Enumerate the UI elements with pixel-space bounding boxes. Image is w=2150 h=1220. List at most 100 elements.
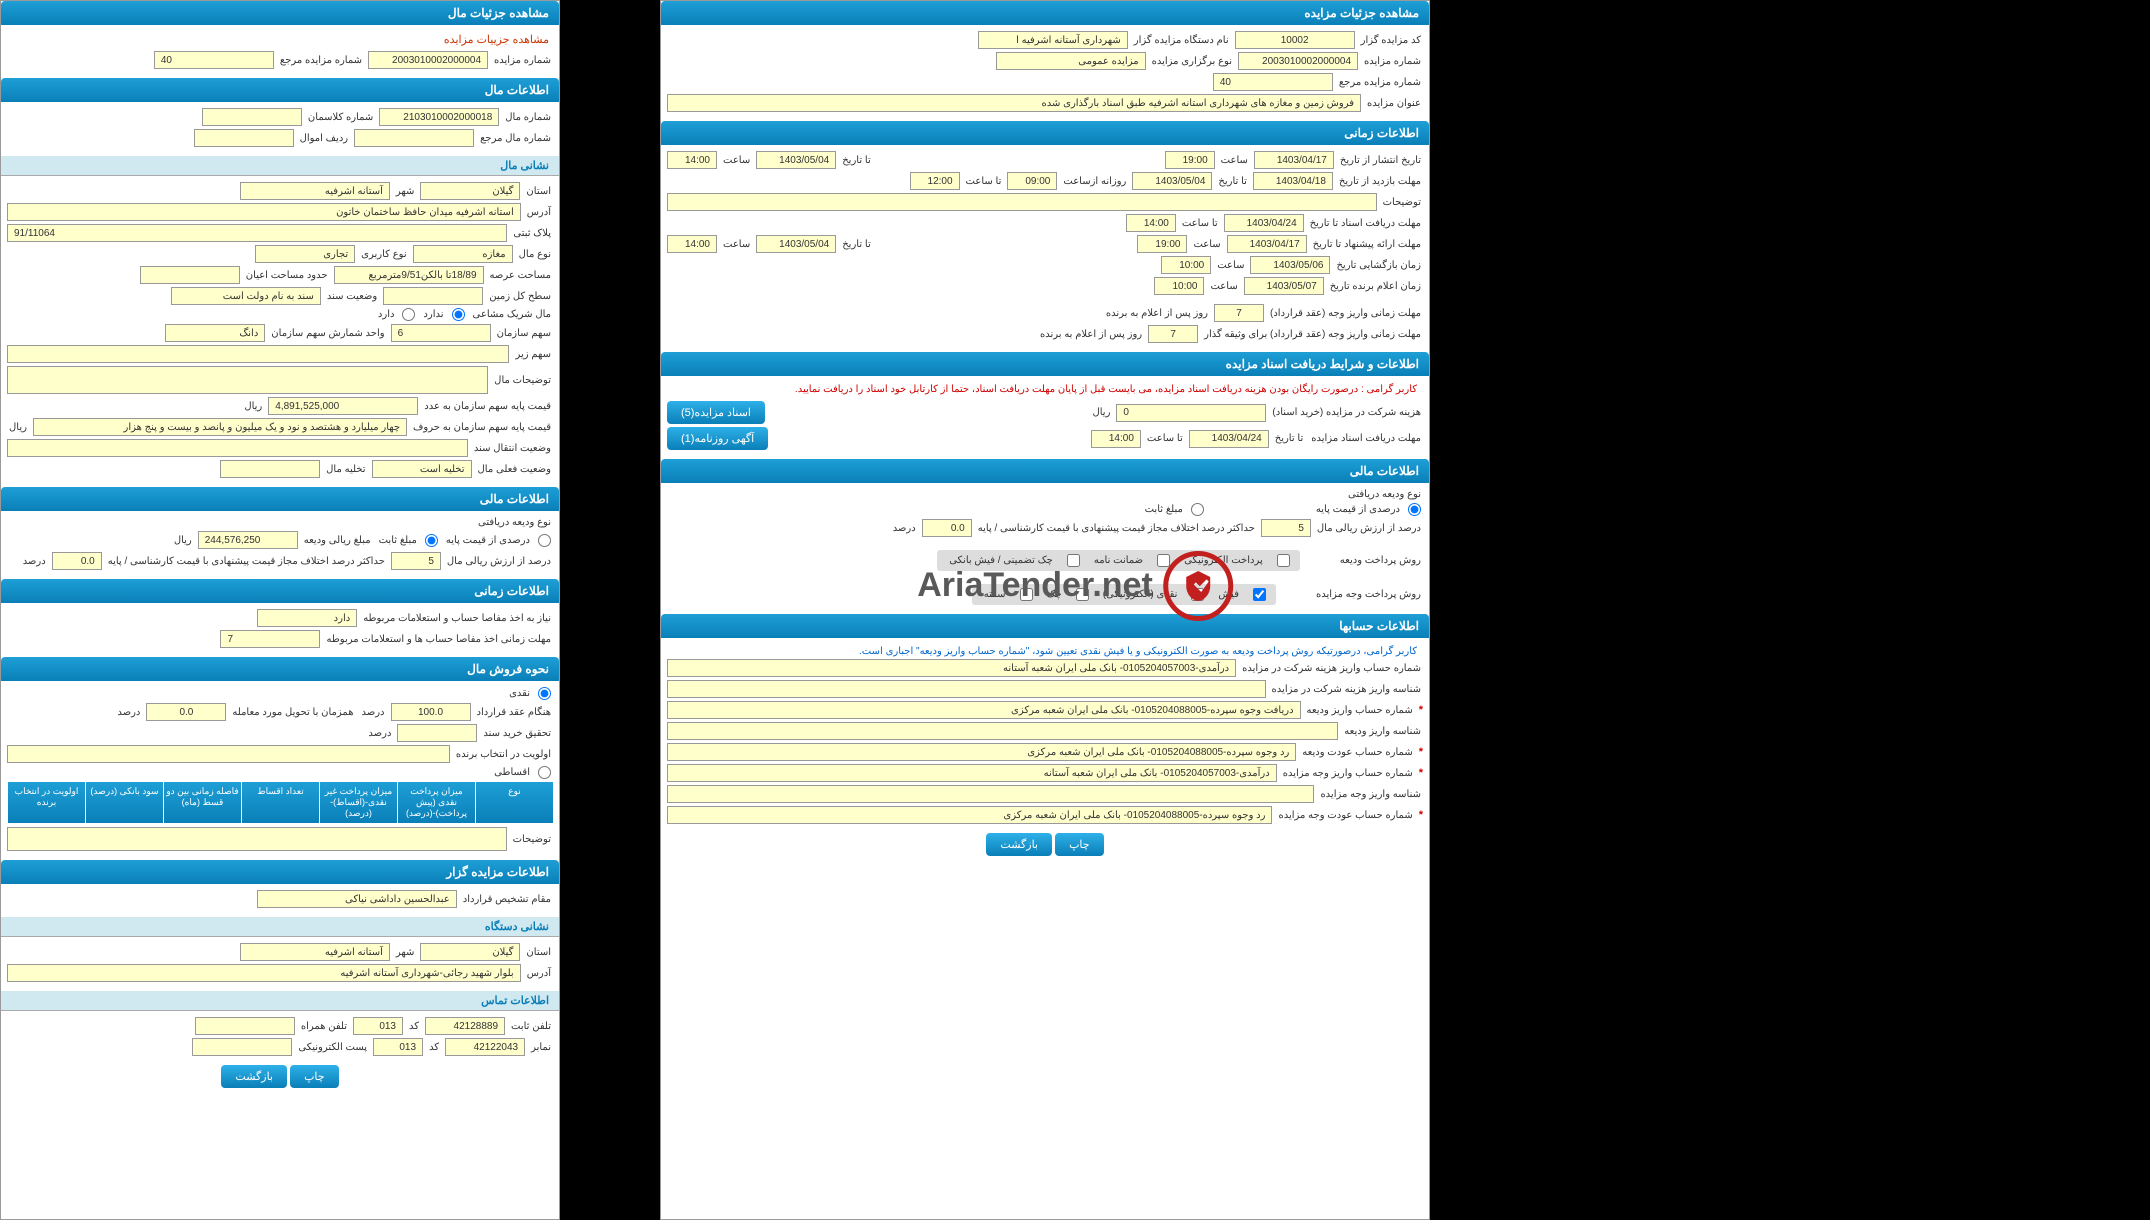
ref-prop xyxy=(354,129,474,147)
winner-priority xyxy=(7,745,450,763)
deed-transfer xyxy=(7,439,468,457)
acc5: رد وجوه سپرده-0105204088005- بانک ملی ای… xyxy=(667,806,1272,824)
no-radio[interactable] xyxy=(452,308,465,321)
auction-no-label: شماره مزایده xyxy=(1362,56,1423,67)
accounts-header: اطلاعات حسابها xyxy=(661,614,1429,638)
mobile xyxy=(195,1017,295,1035)
acc5-label: شماره حساب عودت وجه مزایده xyxy=(1276,810,1414,821)
bidder-code-label: کد مزایده گزار xyxy=(1359,35,1423,46)
ref-no-value: 40 xyxy=(1213,73,1333,91)
open-time: 10:00 xyxy=(1161,256,1211,274)
announce-time: 10:00 xyxy=(1154,277,1204,295)
newspaper-ad-button[interactable]: آگهی روزنامه(1) xyxy=(667,427,768,450)
bank-check-check[interactable] xyxy=(1067,554,1080,567)
auction-title-value: فروش زمین و مغازه های شهرداری استانه اشر… xyxy=(667,94,1361,112)
acc4id xyxy=(667,785,1314,803)
clearance-deadline: 7 xyxy=(220,630,320,648)
holding-type-value: مزایده عمومی xyxy=(996,52,1146,70)
acc1-label: شماره حساب واریز هزینه شرکت در مزایده xyxy=(1240,663,1423,674)
ref-no: 40 xyxy=(154,51,274,69)
visit-to-time: 12:00 xyxy=(910,172,960,190)
deposit-deadline-label: مهلت زمانی واریز وجه (عقد قرارداد) xyxy=(1268,308,1423,319)
elec-payment-check[interactable] xyxy=(1277,554,1290,567)
landline: 42128889 xyxy=(425,1017,505,1035)
fax: 42122043 xyxy=(445,1038,525,1056)
accounts-info: کاربر گرامی، درصورتیکه روش پرداخت ودیعه … xyxy=(667,644,1423,659)
check-check[interactable] xyxy=(1076,588,1089,601)
deposit-days: 7 xyxy=(1214,304,1264,322)
installment-radio[interactable] xyxy=(538,766,551,779)
back-button-2[interactable]: بازگشت xyxy=(221,1065,287,1088)
receipt-check[interactable] xyxy=(1253,588,1266,601)
build-area xyxy=(140,266,240,284)
publish-time: 19:00 xyxy=(1165,151,1215,169)
time-header-2: اطلاعات زمانی xyxy=(1,579,559,603)
contact-header: اطلاعات تماس xyxy=(1,991,559,1011)
base-pct-radio-2[interactable] xyxy=(538,534,551,547)
publish-date: 1403/04/17 xyxy=(1254,151,1334,169)
prop-no: 2103010002000018 xyxy=(379,108,499,126)
eviction xyxy=(220,460,320,478)
publish-label: تاریخ انتشار از تاریخ xyxy=(1338,155,1423,166)
back-button[interactable]: بازگشت xyxy=(986,833,1052,856)
fixed-amount-radio[interactable] xyxy=(1191,503,1204,516)
installment-table-header: نوع میزان پرداخت نقدی (پیش پرداخت)-(درصد… xyxy=(7,782,553,823)
publish-to-date: 1403/05/04 xyxy=(756,151,836,169)
city: آستانه اشرفیه xyxy=(240,182,390,200)
base-price-words: چهار میلیارد و هشتصد و نود و یک میلیون و… xyxy=(33,418,407,436)
open-label: زمان بازگشایی تاریخ xyxy=(1334,260,1423,271)
org-unit: دانگ xyxy=(165,324,265,342)
pct5: 5 xyxy=(1261,519,1311,537)
city-2: آستانه اشرفیه xyxy=(240,943,390,961)
pct0-2: 0.0 xyxy=(52,552,102,570)
doc-conditions-header: اطلاعات و شرایط دریافت اسناد مزایده xyxy=(661,352,1429,376)
ownership: سند به نام دولت است xyxy=(171,287,321,305)
deposit-payment-label: روش پرداخت ودیعه xyxy=(1338,555,1423,566)
visit-label: مهلت بازدید از تاریخ xyxy=(1337,176,1423,187)
pct5-2: 5 xyxy=(391,552,441,570)
fixed-radio-2[interactable] xyxy=(425,534,438,547)
doc-date: 1403/04/24 xyxy=(1189,430,1269,448)
base-percent-radio[interactable] xyxy=(1408,503,1421,516)
acc4: درآمدی-0105204057003- بانک ملی ایران شعب… xyxy=(667,764,1277,782)
clearance: دارد xyxy=(257,609,357,627)
ref-no-label: شماره مزایده مرجع xyxy=(1337,77,1423,88)
org-share: 6 xyxy=(391,324,491,342)
rial-value-percent-label: درصد از ارزش ریالی مال xyxy=(1315,523,1423,534)
bidder-info-header: اطلاعات مزایده گزار xyxy=(1,860,559,884)
sale-header: نحوه فروش مال xyxy=(1,657,559,681)
email xyxy=(192,1038,292,1056)
visit-to-date: 1403/05/04 xyxy=(1132,172,1212,190)
prop-info-header: اطلاعات مال xyxy=(1,78,559,102)
remarks xyxy=(7,366,488,394)
visit-date: 1403/04/18 xyxy=(1253,172,1333,190)
doc-receipt-date: 1403/04/24 xyxy=(1224,214,1304,232)
proposal-to-time: 14:00 xyxy=(667,235,717,253)
acc4id-label: شناسه واریز وجه مزایده xyxy=(1318,789,1423,800)
bidder-code-value: 10002 xyxy=(1235,31,1355,49)
acc2id xyxy=(667,722,1338,740)
auction-docs-button[interactable]: اسناد مزایده(5) xyxy=(667,401,765,424)
usage: تجاری xyxy=(255,245,355,263)
announce-date: 1403/05/07 xyxy=(1244,277,1324,295)
announce-label: زمان اعلام برنده تاریخ xyxy=(1328,281,1423,292)
auction-header: مشاهده جزئیات مزایده xyxy=(661,1,1429,25)
address-header: نشانی مال xyxy=(1,156,559,176)
print-button[interactable]: چاپ xyxy=(1055,833,1104,856)
print-button-2[interactable]: چاپ xyxy=(290,1065,339,1088)
auction-details-panel: مشاهده جزئیات مزایده کد مزایده گزار 1000… xyxy=(660,0,1430,1220)
sub-share xyxy=(7,345,509,363)
details-link[interactable]: مشاهده جزییات مزایده xyxy=(440,31,553,48)
holding-type-label: نوع برگزاری مزایده xyxy=(1150,56,1234,67)
land-level xyxy=(383,287,483,305)
cash-radio[interactable] xyxy=(538,687,551,700)
doc-receipt-deadline-label: مهلت دریافت اسناد مزایده xyxy=(1309,433,1423,444)
deposit-type-label: نوع ودیعه دریافتی xyxy=(1346,489,1423,500)
bond-days: 7 xyxy=(1148,325,1198,343)
purchase-deed xyxy=(397,724,477,742)
acc1id xyxy=(667,680,1266,698)
promissory-check[interactable] xyxy=(1020,588,1033,601)
guarantee-check[interactable] xyxy=(1157,554,1170,567)
cash-elec-check[interactable] xyxy=(1191,588,1204,601)
yes-radio[interactable] xyxy=(402,308,415,321)
